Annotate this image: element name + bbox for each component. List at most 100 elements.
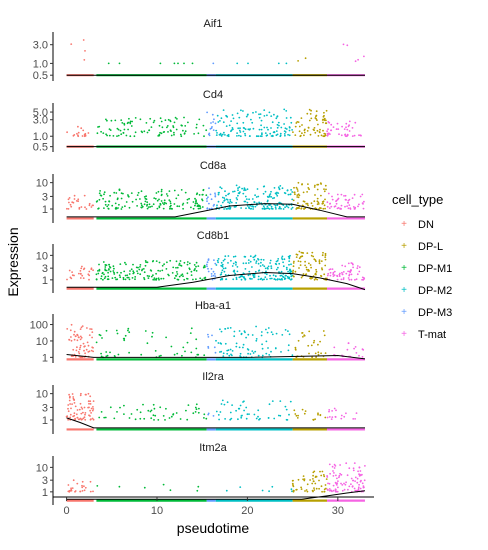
cell-point <box>219 186 222 189</box>
cell-point <box>208 207 211 210</box>
cell-point <box>343 482 345 485</box>
cell-point <box>276 123 279 126</box>
cell-point <box>291 482 294 485</box>
cell-point <box>308 119 311 122</box>
cell-point <box>238 330 241 332</box>
cell-point <box>158 206 161 209</box>
cell-point <box>253 201 256 204</box>
cell-point <box>341 264 344 267</box>
cell-point <box>250 207 253 210</box>
cell-point <box>180 274 183 277</box>
cell-point <box>167 118 170 121</box>
cell-point <box>211 113 214 116</box>
cell-point <box>70 339 73 342</box>
cell-point <box>180 189 183 191</box>
cell-point <box>163 131 166 133</box>
cell-point <box>76 409 79 411</box>
cell-point <box>67 407 69 410</box>
cell-point <box>67 410 70 413</box>
cell-point <box>300 251 303 254</box>
cell-point <box>76 339 79 342</box>
cell-point <box>123 404 125 407</box>
cell-point <box>115 192 118 194</box>
cell-point <box>212 62 215 65</box>
cell-point <box>181 204 184 206</box>
cell-point <box>276 191 278 194</box>
cell-point <box>347 270 349 273</box>
cell-point <box>207 412 210 415</box>
cell-point <box>139 198 141 200</box>
cell-point <box>320 275 323 278</box>
cell-point <box>263 126 266 129</box>
cell-point <box>110 119 113 122</box>
cell-point <box>328 463 331 466</box>
cell-point <box>335 409 337 412</box>
legend-key-plus-icon: + <box>401 307 407 318</box>
cell-point <box>235 197 238 199</box>
cell-point <box>297 339 300 342</box>
cell-point <box>91 336 93 339</box>
cell-point <box>220 134 223 137</box>
cell-point <box>251 334 254 336</box>
cell-point <box>340 278 343 281</box>
cell-point <box>336 193 339 196</box>
cell-point <box>332 489 335 492</box>
cell-point <box>358 134 360 137</box>
cell-point <box>328 416 331 418</box>
cell-point <box>280 274 283 277</box>
cell-point <box>285 204 288 207</box>
cell-point <box>85 208 88 210</box>
cell-point <box>303 131 306 134</box>
cell-point <box>177 62 179 65</box>
legend-key-plus-icon: + <box>401 241 407 252</box>
cell-point <box>314 273 317 275</box>
cell-point <box>303 334 306 337</box>
cell-point <box>267 347 269 349</box>
facet-title: Il2ra <box>202 371 224 383</box>
facet-title: Hba-a1 <box>195 300 231 312</box>
cell-point <box>108 128 111 131</box>
cell-point <box>289 400 292 403</box>
cell-point <box>289 116 292 119</box>
cell-point <box>247 349 250 351</box>
cell-point <box>340 193 343 196</box>
cell-point <box>363 55 365 58</box>
cell-point <box>275 130 278 133</box>
cell-point <box>357 486 360 489</box>
cell-point <box>252 208 255 210</box>
cell-point <box>292 199 295 202</box>
cell-point <box>108 268 110 270</box>
cell-point <box>225 194 227 197</box>
cell-point <box>89 328 91 330</box>
cell-point <box>104 203 107 206</box>
cell-point <box>321 490 323 493</box>
cell-point <box>280 126 283 129</box>
cell-point <box>89 403 92 405</box>
cell-point <box>286 189 289 192</box>
cell-point <box>223 200 226 202</box>
cell-point <box>182 202 185 205</box>
cell-point <box>237 187 239 190</box>
cell-point <box>314 482 317 485</box>
cell-point <box>324 258 327 261</box>
cell-point <box>312 490 314 493</box>
cell-point <box>88 204 91 207</box>
cell-point <box>284 405 287 408</box>
cell-point <box>323 188 325 191</box>
cell-point <box>72 479 75 482</box>
cell-point <box>107 207 110 210</box>
cell-point <box>165 268 168 270</box>
cell-point <box>71 274 74 277</box>
cell-point <box>282 261 284 264</box>
cell-point <box>351 135 354 138</box>
cell-point <box>196 489 199 492</box>
cell-point <box>317 412 319 415</box>
y-tick-label: 5.0 <box>33 107 48 119</box>
cell-point <box>303 412 306 415</box>
cell-point <box>265 134 268 137</box>
cell-point <box>229 198 232 201</box>
cell-point <box>150 409 153 412</box>
cell-point <box>301 183 303 186</box>
cell-point <box>183 278 186 281</box>
